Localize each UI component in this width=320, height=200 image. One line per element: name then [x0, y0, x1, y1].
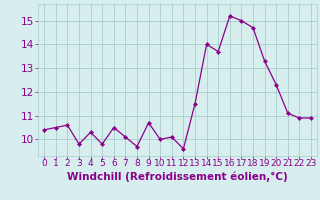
X-axis label: Windchill (Refroidissement éolien,°C): Windchill (Refroidissement éolien,°C) — [67, 171, 288, 182]
